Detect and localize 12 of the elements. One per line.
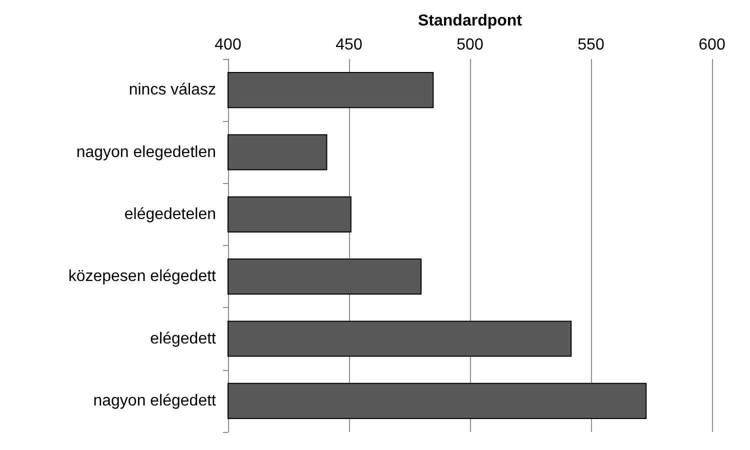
y-tick-label: nagyon elégedett — [93, 392, 217, 410]
y-tick-label: elégedett — [150, 330, 217, 348]
x-tick-label: 400 — [214, 36, 242, 54]
x-tick-label: 500 — [456, 36, 484, 54]
x-tick-label: 600 — [698, 36, 726, 54]
y-tick-label: nagyon elegedetlen — [76, 144, 216, 161]
y-tick-label: nincs válasz — [128, 82, 216, 99]
x-axis-title: Standardpont — [418, 12, 523, 30]
x-tick-label: 450 — [336, 36, 362, 54]
x-tick-label: 550 — [578, 36, 604, 54]
y-tick-label: közepesen elégedett — [68, 268, 217, 286]
y-tick-label: elégedetelen — [124, 206, 216, 223]
